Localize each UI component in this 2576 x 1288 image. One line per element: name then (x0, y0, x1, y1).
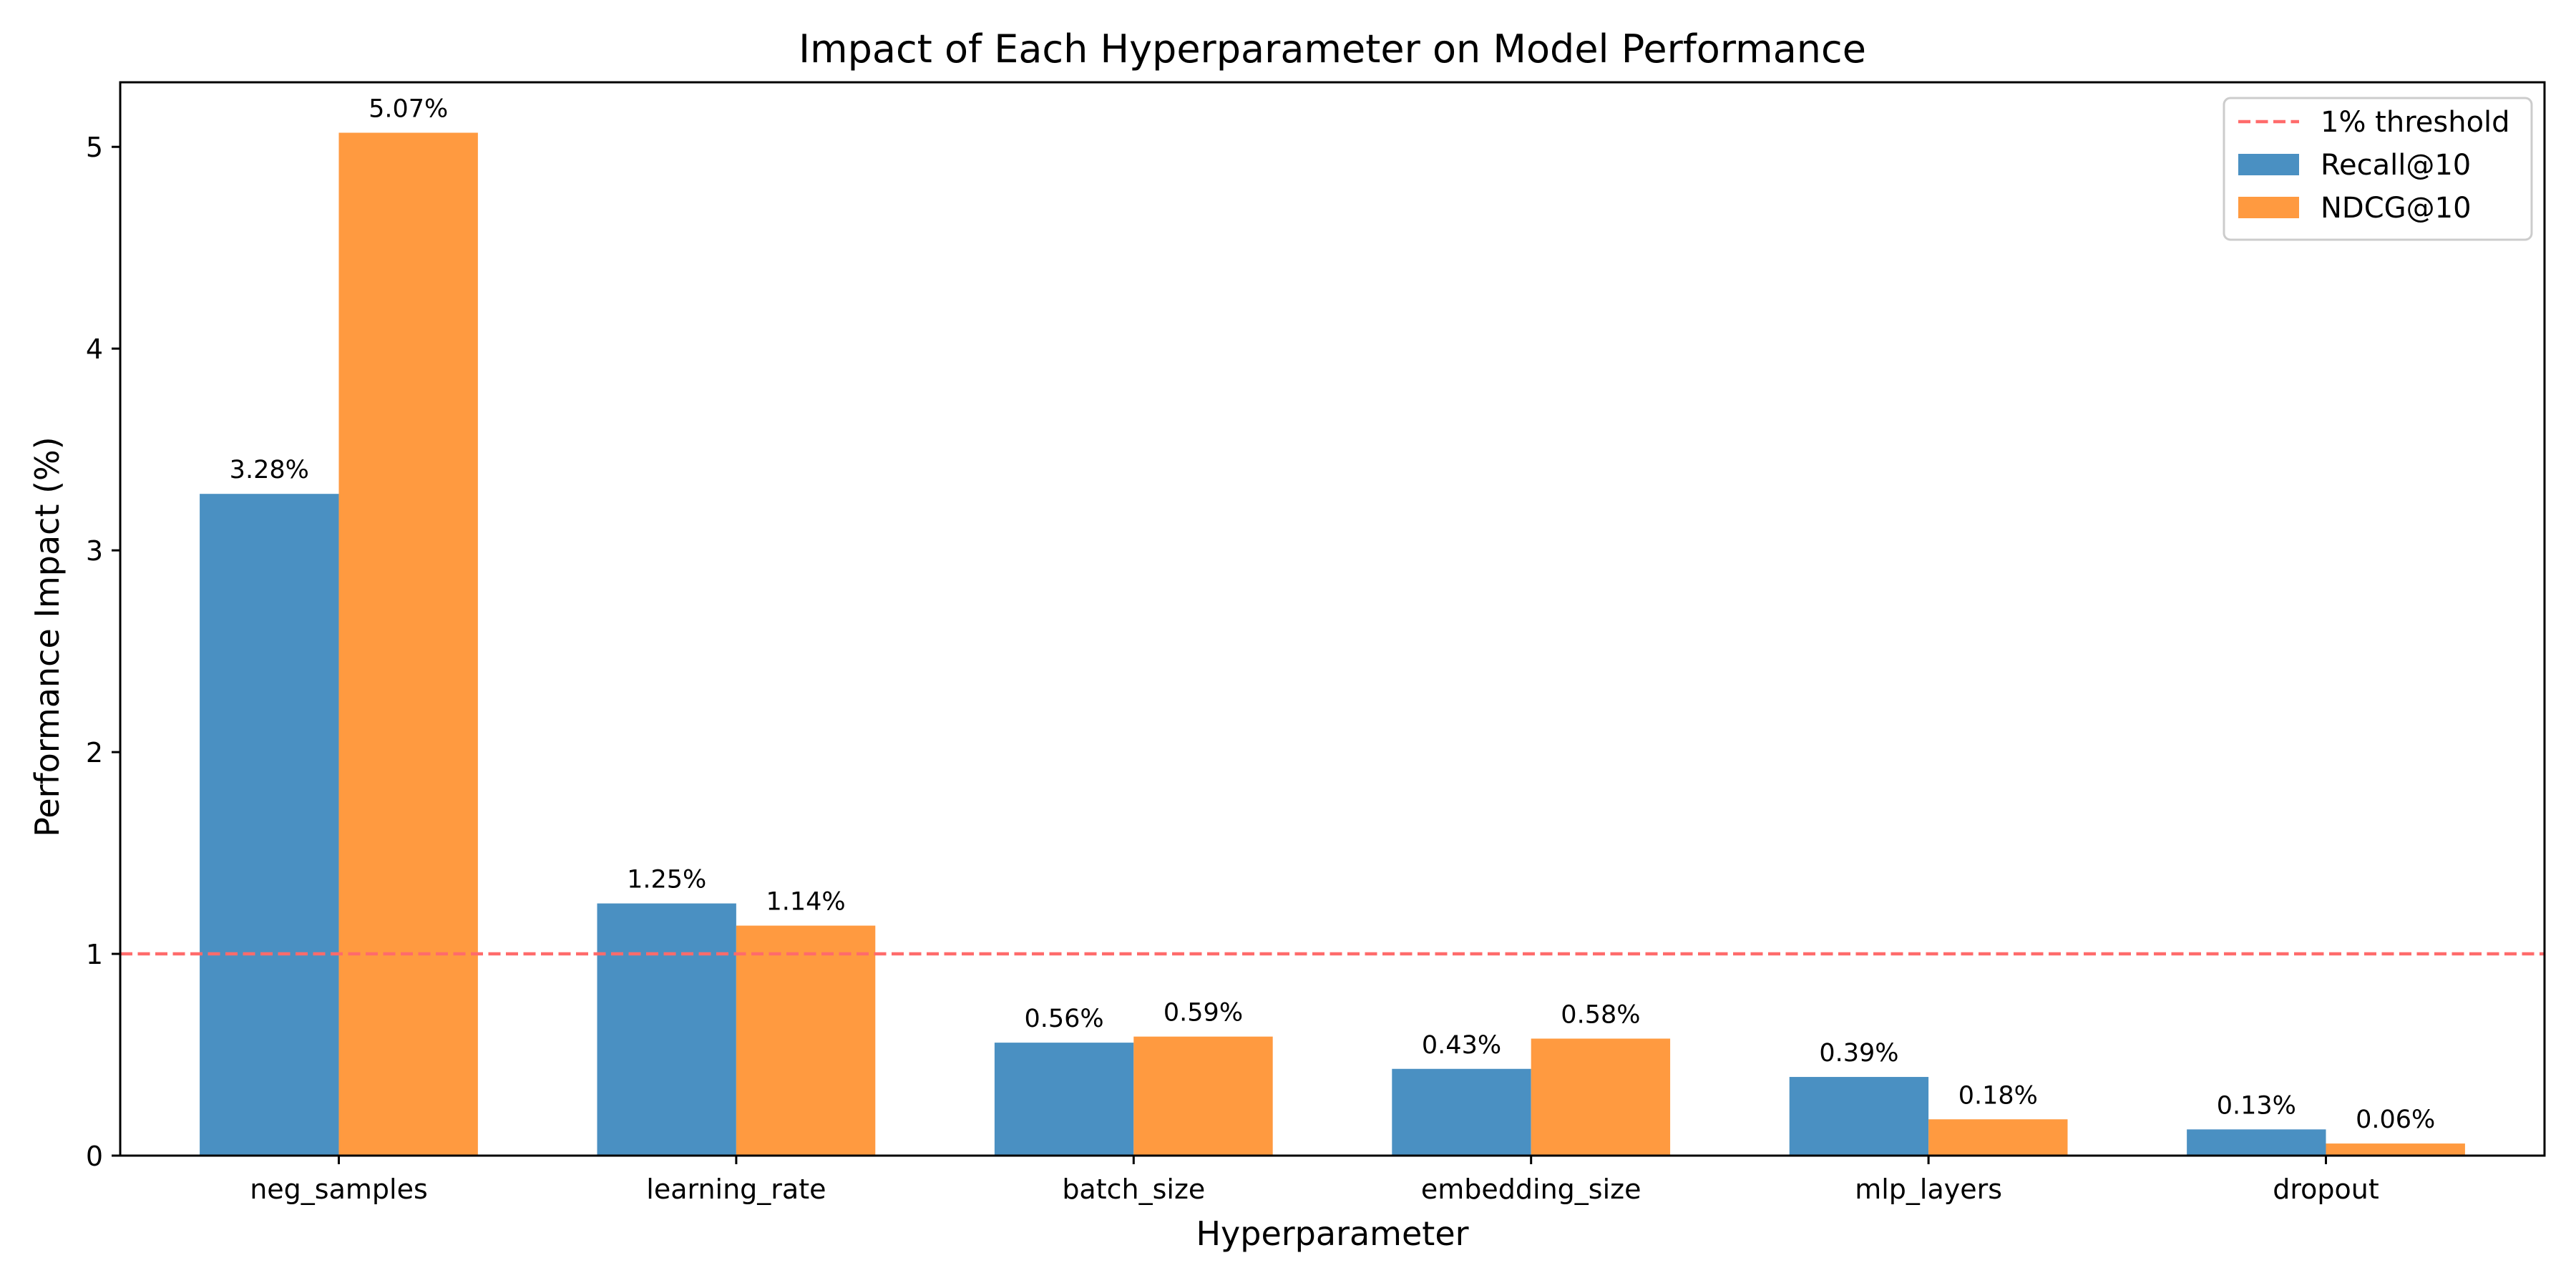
data-label: 5.07% (369, 94, 448, 123)
legend-swatch (2238, 197, 2299, 218)
bar-recall-10-mlp-layers (1789, 1077, 1929, 1156)
x-axis: neg_samples learning_rate batch_size embedd… (250, 1156, 2379, 1205)
legend-label-threshold: 1% threshold (2321, 106, 2510, 139)
y-tick-label: 2 (86, 737, 103, 769)
x-tick-label: dropout (2273, 1174, 2379, 1205)
data-label: 0.13% (2217, 1091, 2296, 1120)
x-tick-label: batch_size (1062, 1174, 1205, 1205)
bar-ndcg-10-embedding-size (1531, 1038, 1671, 1156)
data-label: 0.56% (1025, 1005, 1104, 1033)
legend-label: Recall@10 (2321, 149, 2471, 182)
bars-layer (200, 132, 2465, 1156)
bar-ndcg-10-dropout (2326, 1143, 2465, 1156)
data-label: 0.59% (1163, 999, 1243, 1028)
data-label: 3.28% (230, 456, 309, 484)
data-label: 1.14% (766, 888, 845, 917)
x-tick-label: neg_samples (250, 1174, 428, 1205)
data-label: 0.39% (1819, 1039, 1898, 1068)
legend: 1% threshold Recall@10 NDCG@10 (2223, 97, 2533, 241)
bar-recall-10-dropout (2187, 1129, 2326, 1156)
data-label: 0.58% (1561, 1000, 1640, 1029)
x-axis-label: Hyperparameter (1196, 1214, 1468, 1253)
legend-label: NDCG@10 (2321, 192, 2472, 225)
x-tick-label: learning_rate (646, 1174, 826, 1205)
x-tick-label: embedding_size (1421, 1174, 1641, 1205)
y-axis: 0 1 2 3 4 5 (86, 132, 120, 1172)
y-tick-label: 3 (86, 535, 103, 567)
data-label: 1.25% (627, 866, 706, 894)
data-label: 0.43% (1422, 1031, 1501, 1060)
chart-title: Impact of Each Hyperparameter on Model P… (799, 26, 1866, 72)
data-label: 0.06% (2356, 1106, 2435, 1134)
bar-ndcg-10-learning-rate (736, 925, 876, 1156)
bar-recall-10-learning-rate (597, 903, 736, 1156)
bar-ndcg-10-batch-size (1133, 1036, 1273, 1156)
bar-ndcg-10-neg-samples (338, 132, 478, 1156)
bar-recall-10-embedding-size (1392, 1068, 1531, 1156)
data-labels-layer: 3.28% 1.25% 0.56% 0.43% 0.39% 0.13% 5.07% 1.14%… (230, 94, 2436, 1134)
x-tick-label: mlp_layers (1855, 1174, 2002, 1205)
legend-swatch (2238, 154, 2299, 175)
y-axis-label: Performance Impact (%) (28, 436, 67, 836)
y-tick-label: 5 (86, 132, 103, 163)
y-tick-label: 4 (86, 333, 103, 365)
y-tick-label: 0 (86, 1141, 103, 1172)
bar-recall-10-neg-samples (200, 494, 339, 1156)
legend-box (2223, 97, 2533, 241)
bar-ndcg-10-mlp-layers (1928, 1119, 2068, 1156)
plot-frame (119, 81, 2546, 1157)
data-label: 0.18% (1958, 1081, 2038, 1110)
bar-recall-10-batch-size (994, 1043, 1134, 1156)
y-tick-label: 1 (86, 939, 103, 970)
